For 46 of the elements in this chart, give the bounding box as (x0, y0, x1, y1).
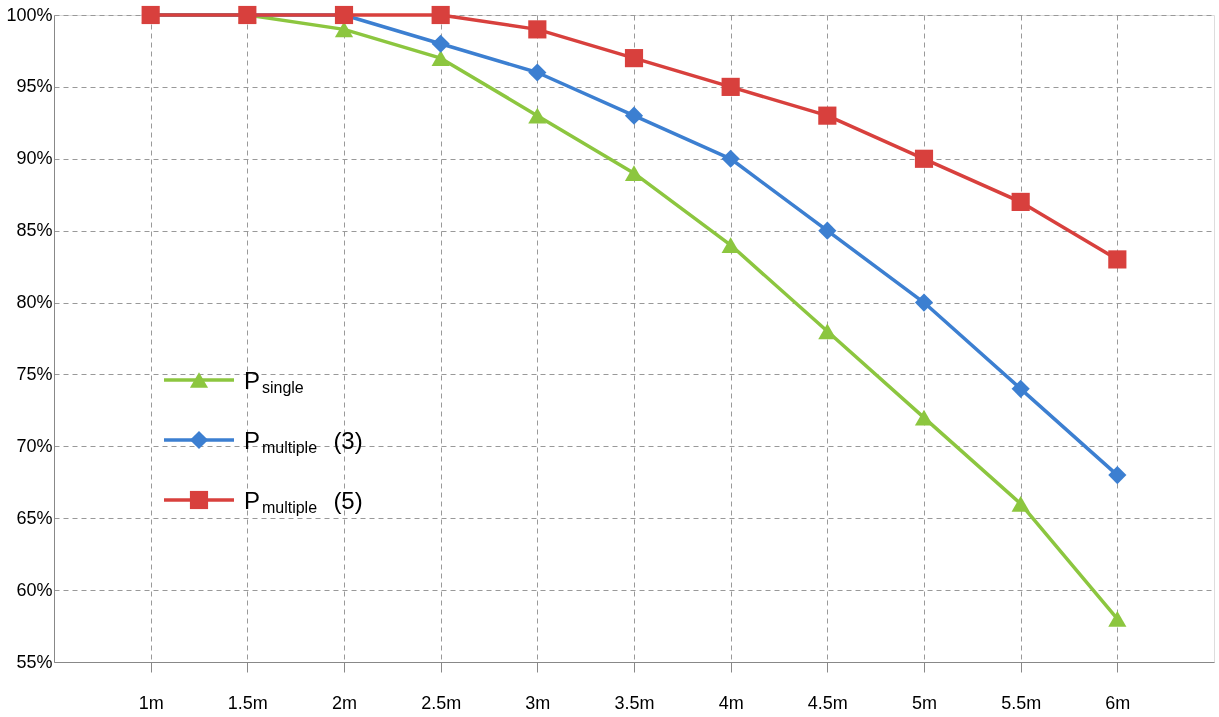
y-tick-label: 85% (16, 220, 53, 241)
point (721, 77, 740, 96)
point (431, 34, 450, 53)
y-tick-label: 60% (16, 579, 53, 600)
y-tick-label: 90% (16, 148, 53, 169)
point (1011, 495, 1030, 512)
point (818, 221, 837, 240)
point (721, 149, 740, 168)
x-tick-label: 3m (525, 692, 551, 713)
point (528, 20, 547, 39)
point (914, 409, 934, 426)
point (431, 5, 450, 25)
y-tick-label: 70% (16, 435, 53, 456)
point (624, 106, 644, 125)
x-tick-label: 4m (718, 692, 744, 713)
x-tick-label: 1.5m (227, 692, 268, 713)
y-tick-label: 65% (16, 507, 53, 528)
point (1108, 611, 1127, 627)
point (1011, 192, 1030, 211)
point (914, 293, 934, 312)
y-tick-label: 80% (16, 292, 53, 313)
x-tick-label: 3.5m (614, 692, 655, 713)
x-tick-label: 1m (138, 692, 164, 713)
point (818, 323, 837, 340)
point (914, 149, 934, 168)
y-tick-label: 55% (16, 651, 53, 672)
x-tick-label: 5m (911, 692, 938, 713)
point (1108, 250, 1127, 269)
point (334, 21, 354, 38)
point (528, 107, 547, 124)
y-tick-label: 95% (16, 76, 53, 97)
x-tick-label: 4.5m (807, 692, 848, 713)
x-tick-label: 5.5m (1001, 692, 1042, 713)
point (431, 50, 450, 66)
point (721, 237, 740, 253)
x-tick-label: 2.5m (421, 692, 462, 713)
point (1108, 466, 1127, 485)
point (624, 49, 644, 68)
point (624, 165, 644, 182)
point (528, 63, 547, 82)
point (818, 106, 837, 125)
point (1011, 379, 1030, 398)
y-tick-label: 100% (6, 4, 53, 25)
y-tick-label: 75% (16, 363, 53, 384)
x-tick-label: 6m (1105, 692, 1131, 713)
x-tick-label: 2m (331, 692, 358, 713)
